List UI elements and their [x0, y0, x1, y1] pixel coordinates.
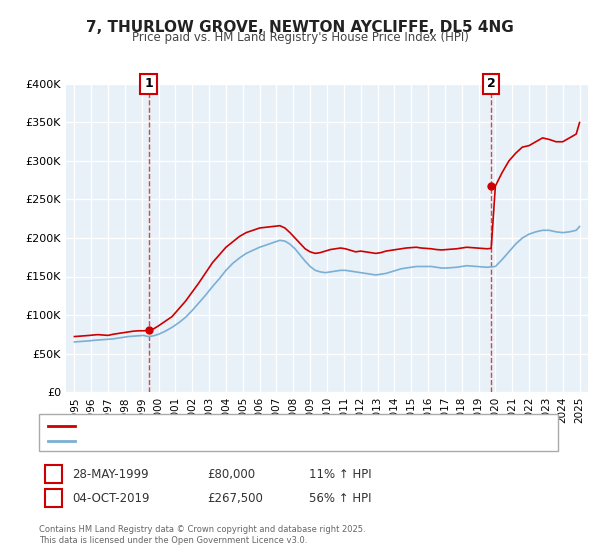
Text: 11% ↑ HPI: 11% ↑ HPI [309, 468, 371, 481]
Text: 56% ↑ HPI: 56% ↑ HPI [309, 492, 371, 505]
Text: 1: 1 [144, 77, 153, 91]
Text: 7, THURLOW GROVE, NEWTON AYCLIFFE, DL5 4NG (detached house): 7, THURLOW GROVE, NEWTON AYCLIFFE, DL5 4… [81, 421, 417, 431]
Text: 1: 1 [49, 468, 58, 481]
Text: 04-OCT-2019: 04-OCT-2019 [72, 492, 149, 505]
Text: Price paid vs. HM Land Registry's House Price Index (HPI): Price paid vs. HM Land Registry's House … [131, 31, 469, 44]
Text: 28-MAY-1999: 28-MAY-1999 [72, 468, 149, 481]
Text: 7, THURLOW GROVE, NEWTON AYCLIFFE, DL5 4NG: 7, THURLOW GROVE, NEWTON AYCLIFFE, DL5 4… [86, 20, 514, 35]
Text: 2: 2 [487, 77, 496, 91]
Text: Contains HM Land Registry data © Crown copyright and database right 2025.
This d: Contains HM Land Registry data © Crown c… [39, 525, 365, 545]
Text: £267,500: £267,500 [207, 492, 263, 505]
Text: 2: 2 [49, 492, 58, 505]
Text: HPI: Average price, detached house, County Durham: HPI: Average price, detached house, Coun… [81, 436, 339, 446]
Text: £80,000: £80,000 [207, 468, 255, 481]
